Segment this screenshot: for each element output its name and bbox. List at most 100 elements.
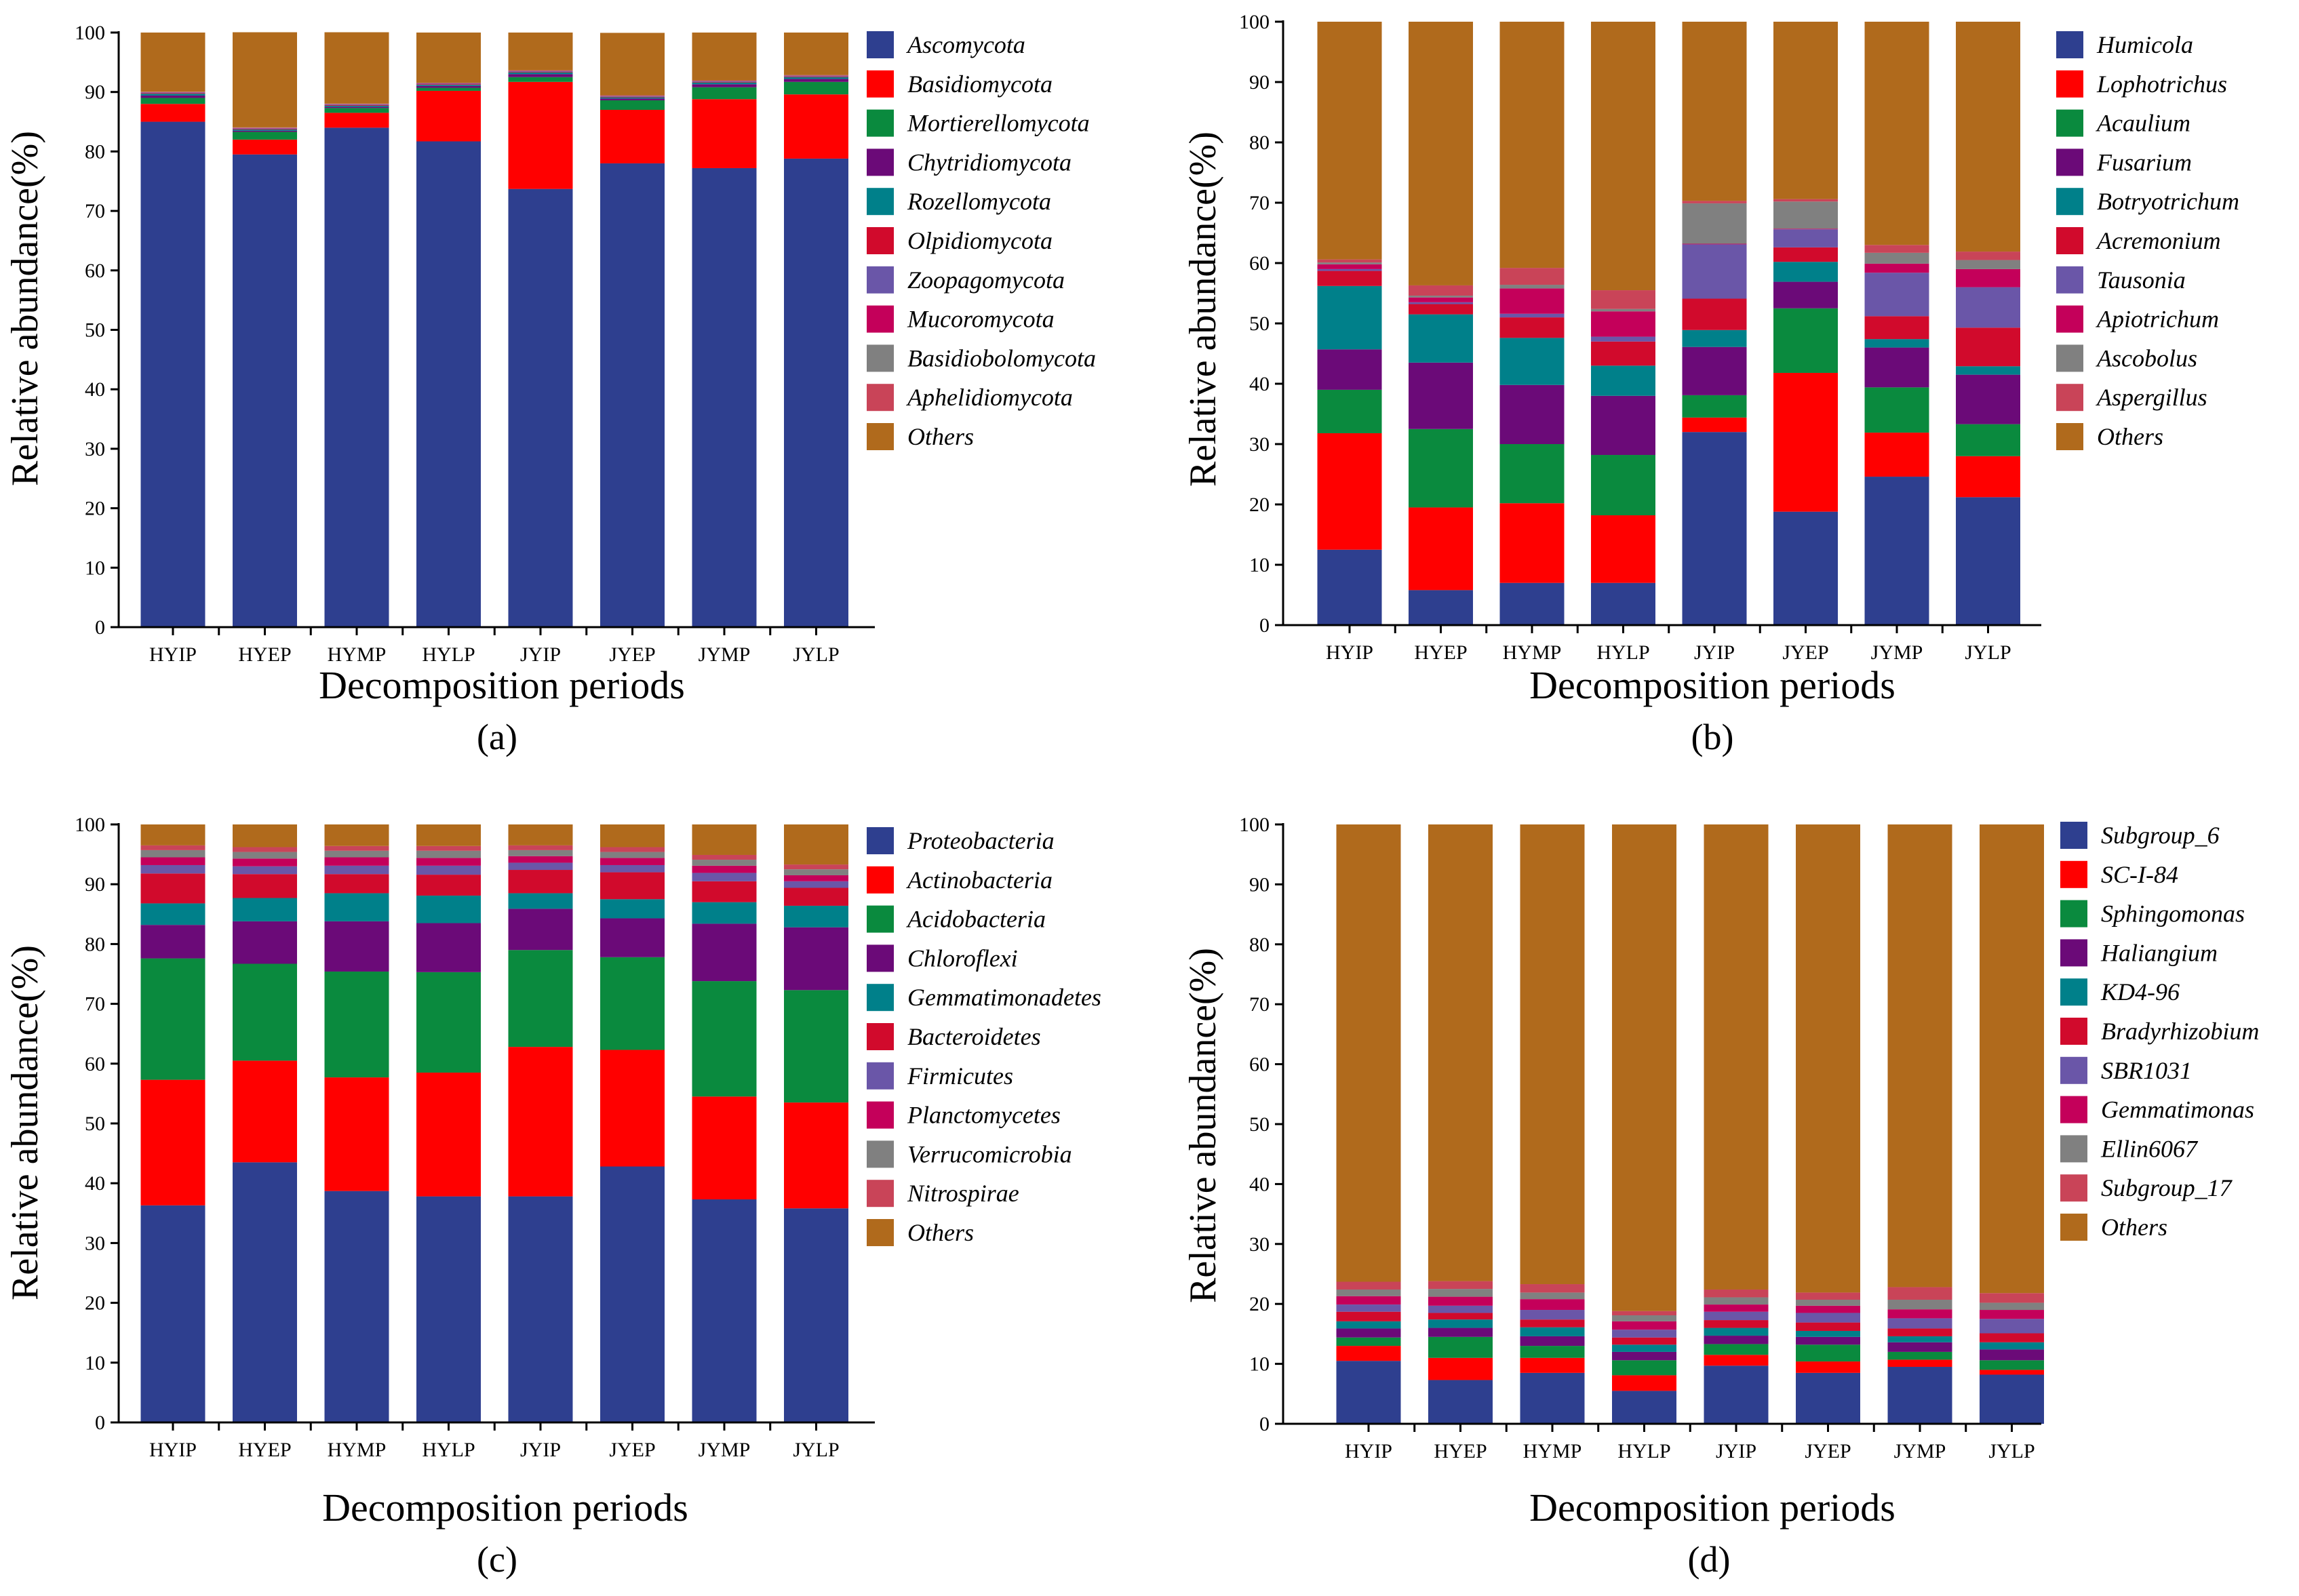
bar-segment-gemmatimonadetes-jylp [784,905,848,927]
y-tick-label: 0 [1259,614,1270,637]
x-tick-label: HYMP [1503,641,1562,664]
bar-segment-botryotrichum-hyep [1409,314,1473,363]
bar-segment-sphingomonas-hyip [1336,1337,1401,1346]
bar-segment-lophotrichus-jymp [1864,433,1929,477]
y-tick-label: 90 [1249,873,1270,896]
bar-segment-haliangium-jyip [1704,1336,1769,1344]
bar-segment-ellin6067-hyip [1336,1289,1401,1296]
bar-segment-tausonia-jymp [1864,273,1929,317]
legend-swatch [2060,1018,2087,1045]
legend-label: Tausonia [2097,266,2186,294]
bar-segment-ascomycota-jylp [784,158,848,627]
bar-segment-bradyrhizobium-hyip [1336,1311,1401,1321]
y-tick-label: 20 [85,1292,105,1315]
bar-segment-apiotrichum-jymp [1864,263,1929,273]
bar-segment-acaulium-jyip [1682,395,1747,418]
bar-segment-proteobacteria-jymp [692,1199,757,1422]
bar-segment-gemmatimonas-jymp [1887,1309,1952,1319]
bar-segment-actinobacteria-hyip [140,1079,205,1205]
bar-segment-sphingomonas-hyep [1428,1336,1493,1358]
bar-segment-tausonia-hylp [1591,336,1655,342]
panel-b: 0 10 20 30 40 50 60 70 80 90 100 HYIP HYEP HYMP HYLP JY… [1182,11,2239,757]
bar-segment-ellin6067-hyep [1428,1289,1493,1297]
legend-swatch [867,266,894,294]
bar-segment-nitrospirae-jyep [600,847,665,852]
legend-label: Planctomycetes [907,1102,1061,1129]
bar-segment-humicola-hyip [1317,549,1382,625]
bar-segment-tausonia-hyip [1317,268,1382,271]
bar-segment-rozellomycota-hymp [324,105,389,107]
bar-segment-verrucomicrobia-jyip [508,850,573,856]
bar-segment-mortierellomycota-jymp [692,87,757,100]
y-axis-title: Relative abundance(%) [1182,948,1224,1303]
bar-segment-acaulium-hylp [1591,455,1655,516]
y-tick-label: 50 [1249,313,1270,335]
y-tick-label: 70 [85,200,105,222]
bar-segment-gemmatimonadetes-hymp [324,893,389,921]
bar-segment-chytridiomycota-hymp [324,106,389,108]
legend-label: Basidiomycota [907,71,1053,98]
bar-segment-kd4-96-hymp [1520,1327,1585,1336]
bar-segment-others-jyip [508,33,573,71]
bar-segment-aspergillus-jyep [1773,199,1838,202]
bar-segment-ascobolus-hyep [1409,296,1473,298]
bar-segment-chytridiomycota-jyep [600,98,665,100]
y-tick-label: 80 [1249,934,1270,956]
bar-segment-actinobacteria-jylp [784,1102,848,1209]
bar-segment-verrucomicrobia-hymp [324,850,389,858]
bar-segment-chytridiomycota-jylp [784,79,848,82]
bar-segment-others-jyip [1682,22,1747,201]
y-tick-label: 20 [1249,1293,1270,1315]
legend-swatch [2056,70,2083,98]
bar-segment-gemmatimonadetes-hyip [140,903,205,925]
bar-segment-apiotrichum-hyip [1317,264,1382,269]
legend-label: Humicola [2096,31,2193,58]
legend-label: Sphingomonas [2101,900,2245,927]
bar-segment-haliangium-hymp [1520,1336,1585,1346]
y-tick-label: 90 [85,81,105,104]
bar-segment-ascobolus-jylp [1956,260,2020,269]
legend-label: Apiotrichum [2096,306,2219,333]
bar-segment-chytridiomycota-jyip [508,74,573,77]
bar-segment-ellin6067-jymp [1887,1300,1952,1310]
y-tick-label: 100 [75,814,105,836]
bar-segment-subgroup-6-hyep [1428,1380,1493,1424]
bar-segment-tausonia-jyep [1773,229,1838,247]
bar-segment-olpidiomycota-jyep [600,96,665,98]
x-tick-label: JYMP [1871,641,1923,664]
bar-segment-acidobacteria-hylp [416,972,481,1073]
legend-swatch [2056,305,2083,333]
legend-swatch [867,984,894,1012]
bar-segment-basidiomycota-jymp [692,99,757,168]
legend-label: Aspergillus [2096,384,2207,411]
bar-segment-basidiomycota-jyep [600,110,665,163]
bar-segment-subgroup-17-hymp [1520,1284,1585,1293]
bar-segment-acidobacteria-jyep [600,957,665,1050]
bar-segment-gemmatimonas-hylp [1612,1321,1676,1330]
legend-swatch [867,70,894,98]
legend-label: Haliangium [2100,939,2218,966]
bar-segment-ascobolus-hylp [1591,308,1655,312]
y-tick-label: 50 [1249,1113,1270,1136]
bar-segment-subgroup-17-hylp [1612,1311,1676,1315]
y-tick-label: 90 [85,873,105,896]
y-tick-label: 40 [85,1172,105,1195]
x-tick-label: HYMP [328,643,387,666]
x-tick-label: HYLP [422,1439,475,1461]
bar-segment-ascobolus-hyip [1317,262,1382,264]
bar-segment-bradyrhizobium-jymp [1887,1328,1952,1336]
bar-segment-botryotrichum-jymp [1864,339,1929,348]
y-tick-label: 20 [85,498,105,520]
bar-segment-firmicutes-jylp [784,881,848,888]
y-tick-label: 60 [1249,1054,1270,1076]
bar-segment-sbr1031-hymp [1520,1310,1585,1320]
bar-segment-nitrospirae-hymp [324,845,389,851]
bar-segment-lophotrichus-hymp [1499,503,1565,583]
bar-segment-basidiomycota-hyip [140,104,205,122]
bar-segment-actinobacteria-jyep [600,1050,665,1167]
bar-segment-haliangium-hyep [1428,1328,1493,1337]
legend-swatch [2056,109,2083,137]
x-tick-label: HYIP [149,1439,197,1461]
legend-label: Bacteroidetes [907,1023,1041,1050]
